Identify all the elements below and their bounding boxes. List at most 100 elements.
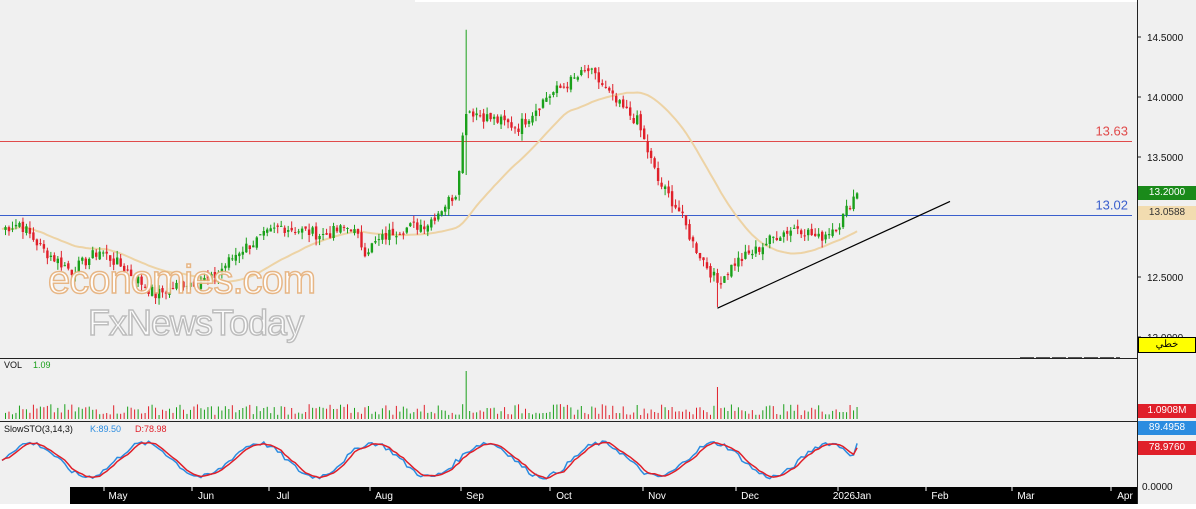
- candle-body: [74, 273, 77, 276]
- candle-body: [60, 257, 63, 268]
- candle-body: [67, 263, 70, 269]
- candle-body: [245, 243, 248, 253]
- candle-body: [468, 111, 471, 113]
- candle-body: [178, 281, 182, 283]
- candle-body: [95, 252, 98, 257]
- candle-body: [210, 273, 213, 280]
- candle-body: [747, 250, 751, 254]
- candle-body: [545, 97, 548, 102]
- candle-body: [199, 281, 203, 289]
- candle-body: [112, 258, 115, 265]
- candle-body: [416, 222, 419, 230]
- candle-body: [660, 182, 663, 187]
- candle-body: [356, 229, 360, 234]
- candle-body: [7, 227, 11, 232]
- candle-body: [370, 243, 374, 253]
- candle-body: [597, 72, 600, 83]
- watermark-economies: economies.com: [47, 257, 317, 303]
- candle-body: [384, 233, 388, 240]
- candle-body: [831, 229, 834, 236]
- candle-body: [482, 113, 485, 122]
- candle-body: [4, 227, 7, 230]
- candle-body: [123, 265, 126, 272]
- candle-body: [709, 266, 712, 278]
- candle-body: [695, 243, 698, 253]
- candle-body: [430, 219, 433, 228]
- candle-body: [143, 286, 147, 288]
- candle-body: [793, 227, 796, 229]
- candle-body: [800, 230, 803, 235]
- candle-body: [765, 243, 768, 246]
- candle-body: [147, 289, 150, 294]
- candle-body: [520, 118, 524, 134]
- candle-body: [269, 228, 272, 232]
- candle-body: [63, 265, 66, 267]
- candle-body: [796, 226, 799, 229]
- candle-body: [580, 70, 583, 75]
- candle-body: [196, 286, 199, 288]
- candle-body: [663, 186, 667, 189]
- candle-body: [782, 232, 785, 237]
- candle-body: [848, 208, 852, 210]
- candle-body: [217, 272, 220, 279]
- candle-body: [363, 247, 367, 257]
- candle-body: [733, 263, 737, 266]
- candle-body: [395, 236, 398, 238]
- y-tick-label: 12.5000: [1147, 273, 1184, 284]
- last-price-box: 13.2000: [1138, 186, 1196, 200]
- candle-body: [70, 269, 73, 275]
- sto-title: SlowSTO(3,14,3): [4, 424, 73, 434]
- candle-body: [342, 226, 346, 228]
- candle-body: [353, 229, 356, 234]
- candle-body: [559, 85, 562, 88]
- candle-body: [649, 150, 653, 158]
- candle-body: [489, 112, 492, 120]
- candle-body: [667, 186, 670, 194]
- candle-body: [234, 254, 237, 261]
- line-style-box[interactable]: خطي: [1138, 337, 1196, 353]
- candle-body: [116, 257, 119, 265]
- candle-body: [779, 237, 782, 241]
- volume-scale-box: 1.0908M: [1138, 404, 1196, 418]
- candle-body: [412, 221, 415, 223]
- candle-body: [367, 252, 370, 255]
- candle-body: [517, 128, 520, 132]
- candle-body: [803, 235, 806, 237]
- candle-body: [615, 95, 618, 103]
- candle-body: [503, 115, 506, 121]
- candle-body: [238, 253, 241, 257]
- candle-body: [109, 255, 112, 261]
- x-tick-label: Jul: [277, 491, 290, 502]
- candle-body: [702, 257, 705, 261]
- candle-body: [398, 233, 402, 235]
- candle-body: [84, 258, 87, 266]
- x-axis-bar: [70, 487, 1137, 504]
- candle-body: [328, 233, 332, 238]
- candle-body: [185, 285, 189, 287]
- candle-body: [150, 286, 154, 296]
- candle-body: [287, 230, 290, 232]
- candle-body: [98, 251, 101, 260]
- candle-body: [454, 197, 457, 200]
- candle-body: [744, 251, 747, 259]
- candle-body: [499, 116, 503, 125]
- candle-body: [527, 120, 531, 124]
- trend-line: [717, 200, 951, 309]
- candle-body: [758, 247, 761, 252]
- candle-body: [838, 227, 841, 230]
- candle-body: [213, 272, 217, 278]
- candle-body: [775, 238, 778, 240]
- candle-body: [562, 86, 566, 88]
- candle-body: [629, 107, 632, 116]
- candle-body: [321, 234, 325, 235]
- candle-body: [740, 258, 744, 261]
- level-label-13.02: 13.02: [1095, 198, 1128, 213]
- candle-body: [643, 128, 646, 140]
- candle-body: [77, 260, 80, 274]
- volume-title: VOL: [4, 360, 22, 370]
- candle-body: [786, 230, 789, 234]
- candle-body: [402, 233, 405, 235]
- candle-body: [381, 234, 384, 240]
- candle-body: [175, 282, 178, 289]
